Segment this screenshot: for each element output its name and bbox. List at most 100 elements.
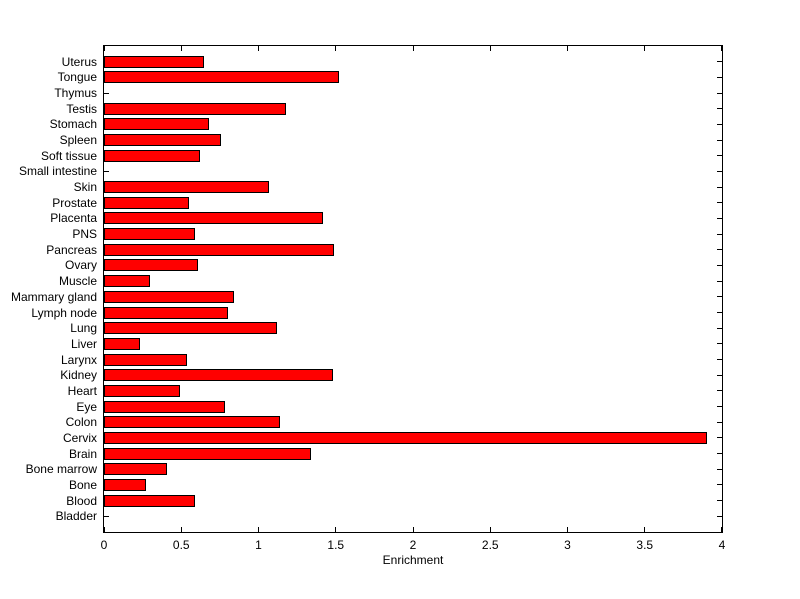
bar-uterus <box>104 55 204 68</box>
y-tick-small-intestine <box>104 170 109 172</box>
y-tick-liver <box>717 343 722 345</box>
x-tick-4 <box>721 46 722 51</box>
x-tick-0 <box>104 46 105 51</box>
y-tick-blood <box>717 500 722 502</box>
y-tick-label-pancreas: Pancreas <box>46 242 97 257</box>
bar-spleen <box>104 134 221 147</box>
bar-placenta <box>104 212 323 225</box>
bar-mammary-gland <box>104 290 234 303</box>
bar-brain <box>104 447 311 460</box>
x-tick-1-5 <box>335 527 337 532</box>
y-tick-label-thymus: Thymus <box>54 86 97 101</box>
x-tick-2-5 <box>489 527 491 532</box>
bar-heart <box>104 384 180 397</box>
y-tick-label-brain: Brain <box>68 446 97 461</box>
y-tick-label-pns: PNS <box>72 227 97 242</box>
x-tick-label-0-5: 0.5 <box>172 538 190 552</box>
x-tick-label-1-5: 1.5 <box>327 538 345 552</box>
x-tick-label-1: 1 <box>255 538 262 552</box>
bar-larynx <box>104 353 187 366</box>
y-tick-stomach <box>717 123 722 125</box>
x-tick-1 <box>258 46 259 51</box>
y-tick-label-heart: Heart <box>67 383 97 398</box>
y-tick-pns <box>717 233 722 235</box>
y-tick-bone <box>717 484 722 486</box>
y-tick-label-ovary: Ovary <box>64 258 97 273</box>
x-tick-label-3: 3 <box>564 538 571 552</box>
y-tick-skin <box>717 186 722 188</box>
bar-stomach <box>104 118 209 131</box>
y-tick-thymus <box>717 92 722 94</box>
bar-bone-marrow <box>104 463 167 476</box>
bar-bone <box>104 478 146 491</box>
bar-eye <box>104 400 225 413</box>
y-tick-label-stomach: Stomach <box>49 117 97 132</box>
x-tick-0 <box>104 527 105 532</box>
x-tick-1 <box>258 527 259 532</box>
y-tick-label-muscle: Muscle <box>58 274 97 289</box>
y-tick-label-colon: Colon <box>65 415 97 430</box>
y-tick-label-mammary-gland: Mammary gland <box>10 289 97 304</box>
y-tick-spleen <box>717 139 722 141</box>
bar-skin <box>104 181 269 194</box>
y-tick-label-uterus: Uterus <box>61 54 97 69</box>
x-tick-label-4: 4 <box>718 538 726 552</box>
y-tick-kidney <box>717 374 722 376</box>
bar-ovary <box>104 259 198 272</box>
y-tick-brain <box>717 453 722 455</box>
y-tick-label-prostate: Prostate <box>52 195 97 210</box>
y-tick-label-lung: Lung <box>70 321 97 336</box>
y-tick-label-liver: Liver <box>70 336 97 351</box>
y-tick-label-bone: Bone <box>68 477 97 492</box>
bar-pns <box>104 228 195 241</box>
y-tick-muscle <box>717 280 722 282</box>
y-tick-label-kidney: Kidney <box>60 368 97 383</box>
y-tick-ovary <box>717 264 722 266</box>
y-tick-label-skin: Skin <box>73 180 97 195</box>
y-tick-cervix <box>717 437 722 439</box>
x-tick-3 <box>567 46 568 51</box>
y-tick-label-larynx: Larynx <box>60 352 97 367</box>
bar-blood <box>104 494 195 507</box>
y-tick-label-bladder: Bladder <box>55 509 97 524</box>
bar-soft-tissue <box>104 149 200 162</box>
x-tick-3-5 <box>644 46 646 51</box>
y-tick-heart <box>717 390 722 392</box>
x-axis-label: Enrichment <box>382 553 444 567</box>
y-tick-label-placenta: Placenta <box>50 211 97 226</box>
y-tick-larynx <box>717 359 722 361</box>
plot-area <box>103 45 723 533</box>
bar-muscle <box>104 275 150 288</box>
y-tick-label-spleen: Spleen <box>59 133 97 148</box>
x-tick-3-5 <box>644 527 646 532</box>
x-tick-2-5 <box>489 46 491 51</box>
y-tick-placenta <box>717 217 722 219</box>
x-tick-4 <box>721 527 722 532</box>
x-tick-label-0: 0 <box>100 538 108 552</box>
x-tick-2 <box>412 46 414 51</box>
y-tick-thymus <box>104 92 109 94</box>
y-tick-bladder <box>104 515 109 517</box>
y-tick-pancreas <box>717 249 722 251</box>
y-tick-uterus <box>717 61 722 63</box>
x-tick-3 <box>567 527 568 532</box>
y-tick-tongue <box>717 76 722 78</box>
y-tick-label-tongue: Tongue <box>57 70 97 85</box>
y-tick-label-small-intestine: Small intestine <box>18 164 97 179</box>
y-tick-label-soft-tissue: Soft tissue <box>40 148 97 163</box>
y-tick-colon <box>717 421 722 423</box>
x-tick-label-3-5: 3.5 <box>636 538 654 552</box>
bar-liver <box>104 337 140 350</box>
x-tick-1-5 <box>335 46 337 51</box>
y-tick-lung <box>717 327 722 329</box>
bar-lung <box>104 322 277 335</box>
y-tick-eye <box>717 406 722 408</box>
x-tick-0-5 <box>180 46 182 51</box>
y-tick-mammary-gland <box>717 296 722 298</box>
y-tick-bladder <box>717 515 722 517</box>
bar-colon <box>104 416 280 429</box>
y-tick-soft-tissue <box>717 155 722 157</box>
y-tick-label-cervix: Cervix <box>62 430 97 445</box>
y-tick-testis <box>717 108 722 110</box>
